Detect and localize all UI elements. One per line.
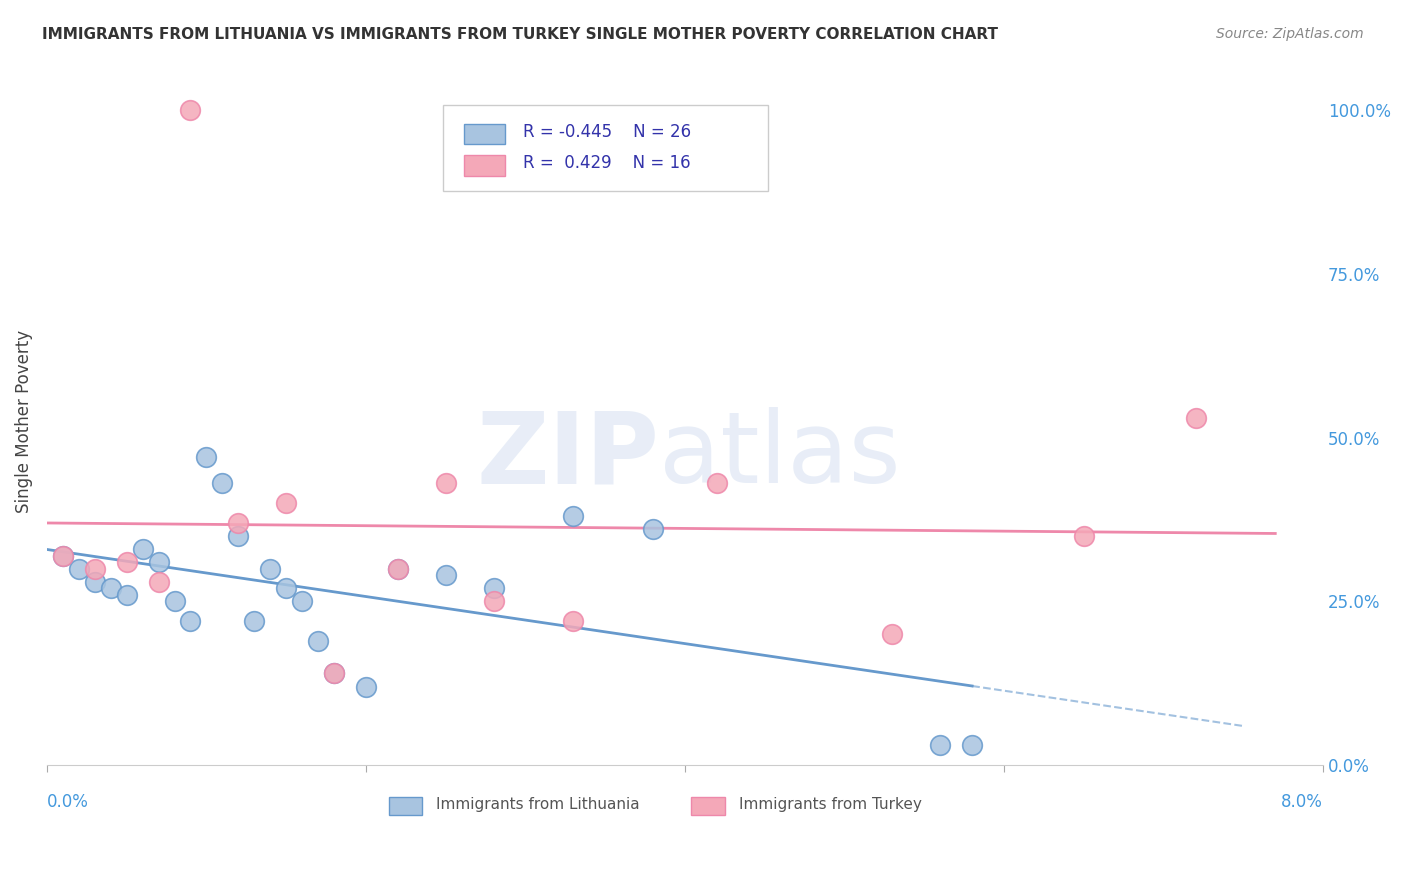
Point (482, 594, 505, 608)
Point (211, 476, 233, 491)
Text: Immigrants from Turkey: Immigrants from Turkey (738, 797, 921, 812)
Text: Source: ZipAtlas.com: Source: ZipAtlas.com (1216, 27, 1364, 41)
Point (276, 582, 298, 596)
Point (83, 561, 105, 575)
Point (131, 541, 153, 556)
Point (100, 582, 122, 596)
Point (562, 614, 585, 628)
Point (83, 574, 105, 589)
Point (706, 476, 728, 491)
FancyBboxPatch shape (464, 155, 505, 176)
Text: R =  0.429    N = 16: R = 0.429 N = 16 (523, 154, 690, 172)
Point (243, 614, 266, 628)
Point (482, 582, 505, 596)
Point (323, 666, 346, 681)
Point (115, 555, 138, 569)
Point (148, 555, 170, 569)
Point (354, 680, 377, 694)
Point (52, 549, 75, 563)
Point (115, 588, 138, 602)
Point (52, 549, 75, 563)
Point (148, 574, 170, 589)
Point (643, 522, 665, 536)
Point (163, 594, 186, 608)
Point (434, 476, 457, 491)
Text: 8.0%: 8.0% (1281, 793, 1323, 811)
Point (259, 561, 281, 575)
Point (387, 561, 409, 575)
Y-axis label: Single Mother Poverty: Single Mother Poverty (15, 330, 32, 513)
Point (960, 739, 983, 753)
Text: Immigrants from Lithuania: Immigrants from Lithuania (436, 797, 640, 812)
Point (228, 529, 250, 543)
Point (1184, 411, 1206, 425)
Text: ZIP: ZIP (477, 407, 659, 504)
Point (228, 516, 250, 530)
Point (67, 561, 90, 575)
Point (323, 666, 346, 681)
Point (276, 496, 298, 510)
FancyBboxPatch shape (464, 123, 505, 145)
Text: R = -0.445    N = 26: R = -0.445 N = 26 (523, 123, 692, 142)
FancyBboxPatch shape (443, 105, 768, 191)
Point (434, 568, 457, 582)
Bar (389, 797, 422, 814)
Point (179, 103, 201, 118)
Point (195, 450, 218, 465)
Text: 0.0%: 0.0% (46, 793, 89, 811)
Point (291, 594, 314, 608)
Point (562, 509, 585, 524)
Text: IMMIGRANTS FROM LITHUANIA VS IMMIGRANTS FROM TURKEY SINGLE MOTHER POVERTY CORREL: IMMIGRANTS FROM LITHUANIA VS IMMIGRANTS … (42, 27, 998, 42)
Bar (692, 797, 724, 814)
Point (1073, 529, 1095, 543)
Point (929, 739, 952, 753)
Point (307, 633, 329, 648)
Point (882, 627, 904, 641)
Point (387, 561, 409, 575)
Text: atlas: atlas (659, 407, 901, 504)
Point (179, 614, 201, 628)
